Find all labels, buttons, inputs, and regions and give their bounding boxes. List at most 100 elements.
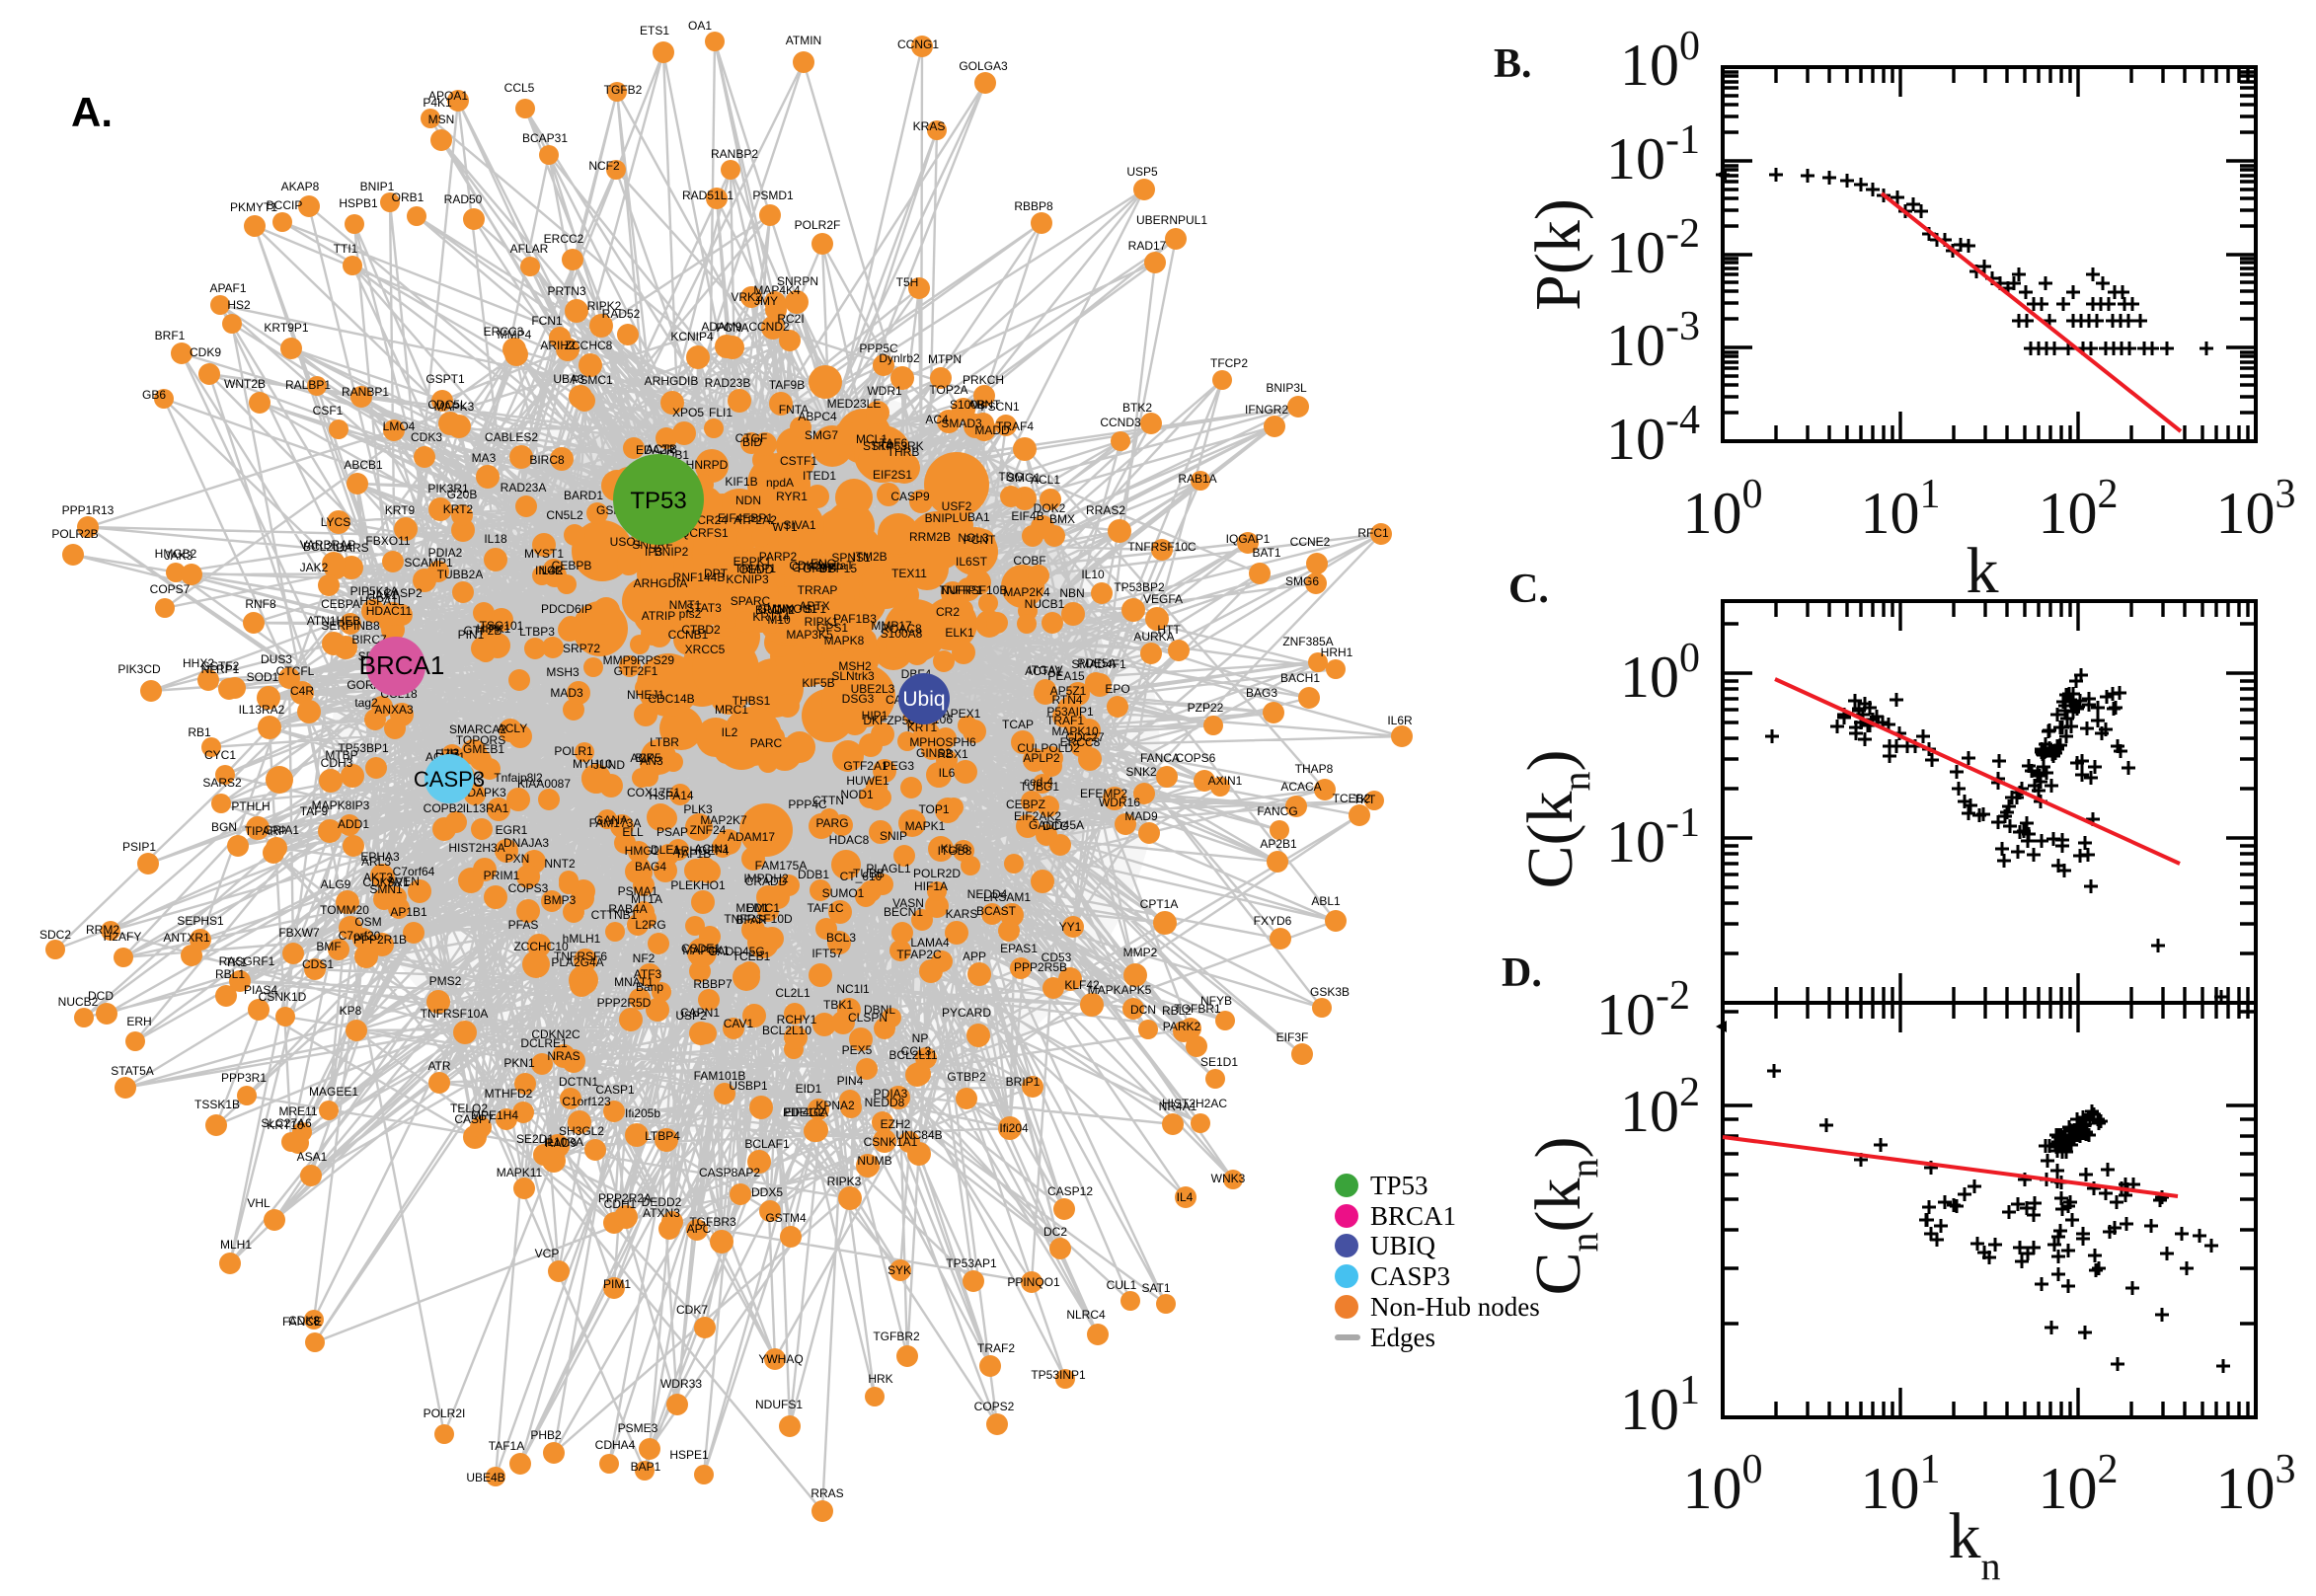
svg-text:PCNA: PCNA xyxy=(716,321,748,335)
svg-text:AVEN: AVEN xyxy=(388,874,420,888)
svg-text:DMC1: DMC1 xyxy=(746,901,780,915)
svg-text:IFT57: IFT57 xyxy=(811,947,843,960)
svg-text:CN5L2: CN5L2 xyxy=(546,508,583,522)
svg-text:ATF3: ATF3 xyxy=(634,967,662,981)
svg-text:CR2: CR2 xyxy=(936,605,960,619)
svg-text:k: k xyxy=(1967,535,1999,607)
svg-text:BNIP3L: BNIP3L xyxy=(1266,381,1307,395)
svg-text:SARS2: SARS2 xyxy=(202,776,242,790)
svg-text:SF1: SF1 xyxy=(805,602,826,616)
svg-text:TGFB1: TGFB1 xyxy=(796,562,834,575)
svg-text:TSG101: TSG101 xyxy=(480,619,524,633)
svg-text:ACTA1: ACTA1 xyxy=(1025,664,1062,678)
svg-text:SMN1: SMN1 xyxy=(369,882,403,896)
svg-text:GTF2F1: GTF2F1 xyxy=(614,664,658,678)
svg-text:VCP: VCP xyxy=(535,1247,560,1260)
svg-text:COPS3: COPS3 xyxy=(508,881,549,895)
svg-text:CCND2: CCND2 xyxy=(748,320,790,334)
svg-text:CDC5L: CDC5L xyxy=(427,398,467,412)
svg-text:BIK: BIK xyxy=(635,751,654,765)
svg-text:RRM2B: RRM2B xyxy=(909,530,951,544)
svg-text:CDK5R1: CDK5R1 xyxy=(362,875,410,889)
svg-text:PDIA3: PDIA3 xyxy=(874,1087,908,1101)
svg-text:GSK3B: GSK3B xyxy=(1310,985,1350,999)
svg-text:Dynlrb2: Dynlrb2 xyxy=(879,351,920,365)
svg-text:GB6: GB6 xyxy=(142,388,166,402)
svg-text:KCNIP4: KCNIP4 xyxy=(670,330,714,343)
svg-text:RAD9: RAD9 xyxy=(545,1136,577,1150)
svg-text:CASP3: CASP3 xyxy=(414,767,485,792)
svg-text:ERCC8: ERCC8 xyxy=(1060,735,1101,749)
svg-text:FANCG: FANCG xyxy=(1257,804,1297,818)
svg-text:ACL1: ACL1 xyxy=(1031,473,1060,487)
svg-text:RAD50: RAD50 xyxy=(444,192,483,206)
svg-text:ROAC8: ROAC8 xyxy=(881,622,922,636)
svg-text:DBNL: DBNL xyxy=(864,1003,895,1017)
svg-text:EPPK1: EPPK1 xyxy=(733,555,772,569)
svg-text:AKAP8: AKAP8 xyxy=(281,180,320,193)
svg-text:KRAS: KRAS xyxy=(913,119,946,133)
svg-text:RBBP8: RBBP8 xyxy=(1014,199,1053,213)
svg-text:PAF1B3: PAF1B3 xyxy=(833,612,877,626)
svg-text:PSMA1: PSMA1 xyxy=(618,884,658,898)
svg-text:APEX1: APEX1 xyxy=(943,707,981,721)
svg-text:OEDD: OEDD xyxy=(739,563,774,576)
svg-text:GRIA1: GRIA1 xyxy=(264,823,299,837)
svg-text:AXIN1: AXIN1 xyxy=(1208,774,1243,788)
svg-text:SERPINB8: SERPINB8 xyxy=(321,619,380,633)
svg-text:Non-Hub nodes: Non-Hub nodes xyxy=(1370,1292,1540,1322)
svg-text:BTK2: BTK2 xyxy=(1122,401,1152,415)
svg-text:HNRPD: HNRPD xyxy=(686,458,729,472)
svg-text:BMF: BMF xyxy=(316,940,341,953)
svg-text:MAPK8: MAPK8 xyxy=(824,634,865,647)
svg-text:DCLRE1: DCLRE1 xyxy=(520,1036,568,1050)
svg-text:MMP4: MMP4 xyxy=(498,328,532,342)
svg-text:MAPK8IP3: MAPK8IP3 xyxy=(312,798,370,812)
svg-text:IL2: IL2 xyxy=(722,725,738,739)
svg-text:RNF8: RNF8 xyxy=(245,597,276,611)
svg-text:ARHGEF4: ARHGEF4 xyxy=(673,844,730,858)
svg-text:MAPKAPK5: MAPKAPK5 xyxy=(1088,983,1152,997)
svg-text:TGFBR2: TGFBR2 xyxy=(873,1330,920,1343)
svg-text:CDK7: CDK7 xyxy=(676,1303,708,1317)
svg-text:ABCB1: ABCB1 xyxy=(344,458,383,472)
svg-text:PPP1R13: PPP1R13 xyxy=(62,503,115,517)
svg-text:WDR16: WDR16 xyxy=(1099,796,1140,809)
svg-text:PPP4C: PPP4C xyxy=(788,798,827,811)
svg-text:EFEMP2: EFEMP2 xyxy=(1080,787,1127,800)
svg-text:ELK1: ELK1 xyxy=(945,626,974,640)
svg-text:CASP9: CASP9 xyxy=(890,490,930,503)
svg-text:BGN: BGN xyxy=(211,820,237,834)
svg-text:B.: B. xyxy=(1494,41,1532,87)
svg-text:MLH1: MLH1 xyxy=(220,1238,252,1252)
svg-text:TGFBR3: TGFBR3 xyxy=(689,1215,736,1229)
svg-text:ING2: ING2 xyxy=(535,564,563,577)
svg-text:FSCN1: FSCN1 xyxy=(980,400,1020,414)
svg-text:EPHA3: EPHA3 xyxy=(360,850,400,864)
svg-text:MAP2K7: MAP2K7 xyxy=(700,813,747,827)
svg-text:BRF1: BRF1 xyxy=(155,329,186,342)
svg-text:NFYB: NFYB xyxy=(1200,994,1232,1008)
svg-text:CASP8AP2: CASP8AP2 xyxy=(699,1166,760,1179)
svg-text:PSMD1: PSMD1 xyxy=(752,189,794,202)
svg-text:KLF42: KLF42 xyxy=(1064,978,1100,992)
svg-text:WNK3: WNK3 xyxy=(1211,1172,1246,1185)
svg-text:CSTF1: CSTF1 xyxy=(780,454,817,468)
svg-text:APLP2: APLP2 xyxy=(1023,751,1060,765)
svg-text:BCCIP: BCCIP xyxy=(267,198,303,212)
svg-text:CSNK1A1: CSNK1A1 xyxy=(864,1135,918,1149)
svg-text:CAV1: CAV1 xyxy=(724,1017,754,1030)
svg-text:C4R: C4R xyxy=(290,684,314,698)
svg-text:CDH1: CDH1 xyxy=(604,1197,637,1211)
svg-text:HSPE1: HSPE1 xyxy=(669,1448,709,1462)
svg-text:TDG: TDG xyxy=(998,470,1023,484)
svg-text:FXYD6: FXYD6 xyxy=(1254,914,1292,928)
svg-text:TCEB1: TCEB1 xyxy=(733,950,771,963)
svg-text:CDK8: CDK8 xyxy=(288,1314,320,1328)
svg-text:MTHFD2: MTHFD2 xyxy=(485,1087,533,1101)
svg-text:MMP9: MMP9 xyxy=(603,653,638,667)
svg-text:PLA2G4A: PLA2G4A xyxy=(551,955,603,969)
svg-text:NOL3: NOL3 xyxy=(958,531,989,545)
svg-text:DDX5: DDX5 xyxy=(751,1185,783,1199)
svg-text:USO1: USO1 xyxy=(610,535,643,549)
